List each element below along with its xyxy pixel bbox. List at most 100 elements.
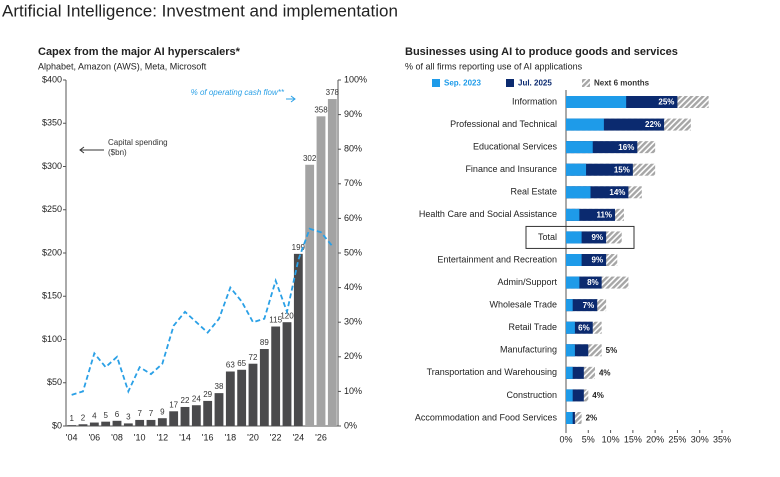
bar [259, 349, 269, 426]
x-tick-label: '20 [247, 432, 259, 442]
x-tick-label: '10 [134, 432, 146, 442]
category-label: Entertainment and Recreation [437, 254, 557, 264]
y-tick-label: $0 [52, 420, 62, 430]
x-tick-label: '22 [270, 432, 282, 442]
y2-tick-label: 60% [344, 213, 362, 223]
bar [566, 118, 604, 131]
x-tick-label: '24 [292, 432, 304, 442]
bar [566, 366, 573, 379]
bar-value-label: 29 [203, 390, 212, 399]
bar-value-label: 7 [149, 409, 154, 418]
bar [566, 299, 573, 312]
bar-value-label: 7 [137, 409, 142, 418]
category-label: Wholesale Trade [489, 300, 557, 310]
bar-value-label: 11% [596, 210, 612, 219]
annotation-arrow [79, 146, 104, 154]
bar-value-label: 72 [249, 353, 258, 362]
bar-value-label: 65 [237, 359, 246, 368]
y2-tick-label: 30% [344, 317, 362, 327]
x-tick-label: 20% [646, 434, 664, 444]
y2-tick-label: 10% [344, 386, 362, 396]
bar-value-label: 6% [578, 323, 590, 332]
y-tick-label: $100 [42, 334, 62, 344]
bar-value-label: 9% [592, 233, 604, 242]
category-label: Admin/Support [497, 277, 557, 287]
bar [112, 420, 122, 426]
category-label: Transportation and Warehousing [427, 367, 557, 377]
bar-value-label: 9 [160, 407, 165, 416]
annotation: Capital spending ($bn) [108, 138, 168, 157]
bar [566, 231, 582, 244]
y2-tick-label: 100% [344, 74, 367, 84]
x-tick-label: 30% [691, 434, 709, 444]
bar [566, 299, 598, 312]
bar-value-label: 3 [126, 413, 131, 422]
y2-tick-label: 0% [344, 420, 357, 430]
bar-value-label: 17 [169, 400, 178, 409]
bar [67, 425, 77, 426]
bar-value-label: 6 [115, 410, 120, 419]
bar-value-label: 115 [269, 316, 282, 325]
bar-value-label: 5 [103, 411, 108, 420]
x-tick-label: 10% [602, 434, 620, 444]
x-tick-label: '18 [224, 432, 236, 442]
bar-value-label: 2 [81, 413, 86, 422]
bar [566, 254, 582, 266]
annotation-arrow [286, 95, 296, 103]
y-tick-label: $250 [42, 204, 62, 214]
bar-value-label: 14% [609, 188, 625, 197]
y2-tick-label: 20% [344, 351, 362, 361]
bar [180, 406, 190, 426]
y-tick-label: $50 [47, 377, 62, 387]
bar-value-label: 25% [658, 98, 674, 107]
bar [237, 369, 247, 426]
bar [89, 422, 99, 426]
legend-swatch [506, 79, 514, 87]
y2-tick-label: 70% [344, 178, 362, 188]
x-tick-label: 0% [559, 434, 572, 444]
bar-value-label: 4% [592, 391, 604, 400]
category-label: Retail Trade [508, 322, 557, 332]
bar [191, 405, 201, 426]
x-tick-label: 15% [624, 434, 642, 444]
y-tick-label: $300 [42, 161, 62, 171]
category-label: Finance and Insurance [465, 164, 557, 174]
x-tick-label: '12 [156, 432, 168, 442]
y-tick-label: $150 [42, 291, 62, 301]
bar [225, 371, 235, 426]
bar [271, 326, 281, 426]
bar [146, 419, 156, 426]
x-tick-label: '06 [88, 432, 100, 442]
y-tick-label: $350 [42, 118, 62, 128]
bar [566, 321, 575, 334]
x-tick-label: '08 [111, 432, 123, 442]
chart-title: Businesses using AI to produce goods and… [405, 46, 678, 58]
bar-value-label: 38 [215, 382, 224, 391]
annotation: % of operating cash flow** [190, 88, 284, 97]
x-tick-label: '14 [179, 432, 191, 442]
bar [248, 363, 258, 426]
bar-value-label: 120 [280, 311, 294, 320]
category-label: Real Estate [510, 187, 557, 197]
bar-value-label: 15% [614, 165, 630, 174]
y2-tick-label: 80% [344, 144, 362, 154]
bar-value-label: 2% [586, 414, 598, 423]
bar-value-label: 199 [292, 243, 306, 252]
bar-value-label: 378 [326, 88, 340, 97]
bar-value-label: 4 [92, 412, 97, 421]
x-tick-label: '16 [202, 432, 214, 442]
x-tick-label: '04 [66, 432, 78, 442]
bar-value-label: 24 [192, 394, 201, 403]
bar-value-label: 8% [587, 278, 599, 287]
bar [327, 99, 337, 426]
bar [123, 423, 133, 426]
bar-value-label: 358 [314, 105, 328, 114]
y-tick-label: $200 [42, 247, 62, 257]
bar [282, 322, 292, 426]
chart-subtitle: % of all firms reporting use of AI appli… [405, 61, 583, 71]
bar [78, 424, 88, 426]
y2-tick-label: 40% [344, 282, 362, 292]
category-label: Manufacturing [500, 345, 557, 355]
